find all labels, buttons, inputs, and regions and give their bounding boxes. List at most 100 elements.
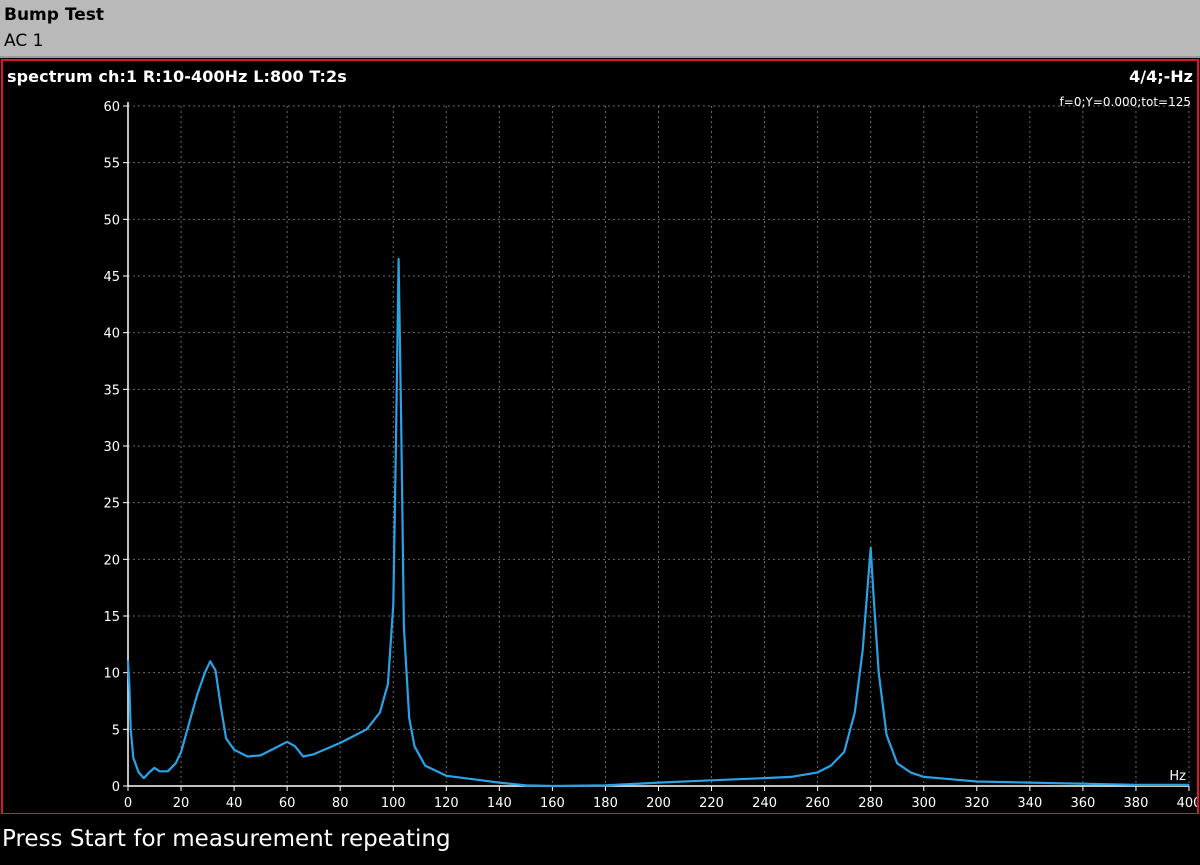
data-point — [843, 751, 845, 753]
data-point — [657, 781, 660, 784]
data-point — [209, 660, 212, 663]
data-point — [869, 547, 872, 549]
spectrum-panel[interactable]: 0 20 40 60 80 100 120 140 160 180 200 220 240 260 280 3… — [1, 59, 1199, 815]
data-point — [922, 776, 925, 778]
data-point — [853, 711, 856, 714]
data-point — [294, 745, 296, 748]
data-point — [1082, 782, 1084, 785]
y-tick-label: 0 — [112, 780, 120, 795]
y-tick-label: 50 — [103, 213, 120, 228]
data-point — [1188, 784, 1190, 786]
data-point — [861, 649, 864, 651]
status-bar: Press Start for measurement repeating — [0, 814, 1200, 865]
data-point — [352, 735, 355, 737]
data-point — [153, 767, 156, 769]
x-tick-label: 240 — [752, 796, 777, 811]
data-point — [909, 771, 912, 774]
data-point — [867, 581, 869, 583]
x-tick-label: 300 — [911, 796, 936, 811]
cursor-readout: f=0;Y=0.000;tot=125 — [1059, 95, 1191, 109]
page-indicator: 4/4;-Hz — [1129, 67, 1193, 86]
data-point — [400, 422, 403, 425]
x-tick-label: 100 — [381, 796, 406, 811]
y-tick-label: 35 — [103, 383, 120, 398]
data-point — [408, 717, 410, 719]
data-point — [214, 669, 217, 672]
data-point — [365, 728, 368, 731]
data-point — [246, 755, 249, 758]
data-point — [1029, 781, 1031, 784]
x-tick-label: 340 — [1017, 796, 1042, 811]
data-point — [885, 734, 888, 736]
chart-series — [126, 257, 1190, 788]
y-tick-label: 40 — [103, 327, 120, 342]
data-point — [949, 778, 952, 780]
y-tick-label: 15 — [103, 610, 120, 625]
channel-label: AC 1 — [4, 31, 44, 51]
series-line-0 — [126, 257, 1189, 788]
data-point — [286, 741, 288, 743]
x-tick-label: 160 — [540, 796, 565, 811]
data-point — [339, 742, 342, 744]
data-point — [424, 764, 426, 767]
data-point — [259, 754, 262, 757]
data-point — [498, 781, 501, 784]
y-tick-label: 45 — [103, 270, 120, 285]
x-tick-label: 140 — [487, 796, 512, 811]
data-point — [379, 711, 381, 714]
data-point — [148, 771, 151, 774]
x-tick-label: 200 — [646, 796, 671, 811]
data-point — [159, 770, 161, 773]
x-tick-label: 20 — [173, 796, 190, 811]
data-point — [1135, 784, 1137, 786]
chart-grid — [128, 105, 1190, 786]
data-point — [225, 737, 227, 740]
data-point — [395, 445, 397, 447]
data-point — [166, 770, 169, 773]
data-point — [763, 777, 766, 779]
data-point — [174, 762, 177, 765]
chart-tick-labels: 0 20 40 60 80 100 120 140 160 180 200 220 240 260 280 3… — [103, 100, 1197, 811]
y-tick-label: 20 — [103, 553, 120, 568]
data-point — [137, 771, 140, 774]
x-tick-label: 120 — [434, 796, 459, 811]
y-tick-label: 5 — [112, 723, 120, 738]
app-title: Bump Test — [4, 5, 104, 25]
y-tick-label: 10 — [103, 667, 120, 682]
data-point — [312, 753, 315, 756]
data-point — [710, 779, 713, 782]
y-tick-label: 55 — [103, 157, 120, 172]
x-tick-label: 360 — [1070, 796, 1095, 811]
spectrum-chart[interactable]: 0 20 40 60 80 100 120 140 160 180 200 220 240 260 280 3… — [3, 61, 1197, 813]
x-tick-label: 180 — [593, 796, 618, 811]
data-point — [397, 258, 400, 260]
y-tick-label: 30 — [103, 440, 120, 455]
x-tick-label: 0 — [124, 796, 132, 811]
data-point — [188, 722, 190, 725]
data-point — [896, 762, 899, 765]
data-point — [326, 747, 328, 750]
y-tick-label: 60 — [103, 100, 120, 115]
data-point — [392, 603, 395, 606]
data-point — [204, 671, 206, 674]
data-point — [525, 784, 527, 787]
data-point — [413, 745, 416, 748]
data-point — [877, 671, 880, 674]
x-tick-label: 40 — [226, 796, 243, 811]
data-point — [816, 771, 819, 774]
data-point — [472, 778, 474, 780]
x-tick-label: 220 — [699, 796, 724, 811]
data-point — [180, 751, 182, 753]
data-point — [273, 747, 275, 750]
data-point — [233, 748, 235, 751]
data-point — [128, 683, 131, 685]
data-point — [196, 694, 198, 697]
window-title-bar: Bump Test AC 1 — [0, 0, 1200, 58]
data-point — [830, 764, 832, 767]
data-point — [302, 755, 304, 758]
data-point — [387, 683, 389, 685]
x-tick-label: 80 — [332, 796, 349, 811]
data-point — [132, 756, 135, 759]
data-point — [445, 775, 448, 777]
y-tick-label: 25 — [103, 497, 120, 512]
